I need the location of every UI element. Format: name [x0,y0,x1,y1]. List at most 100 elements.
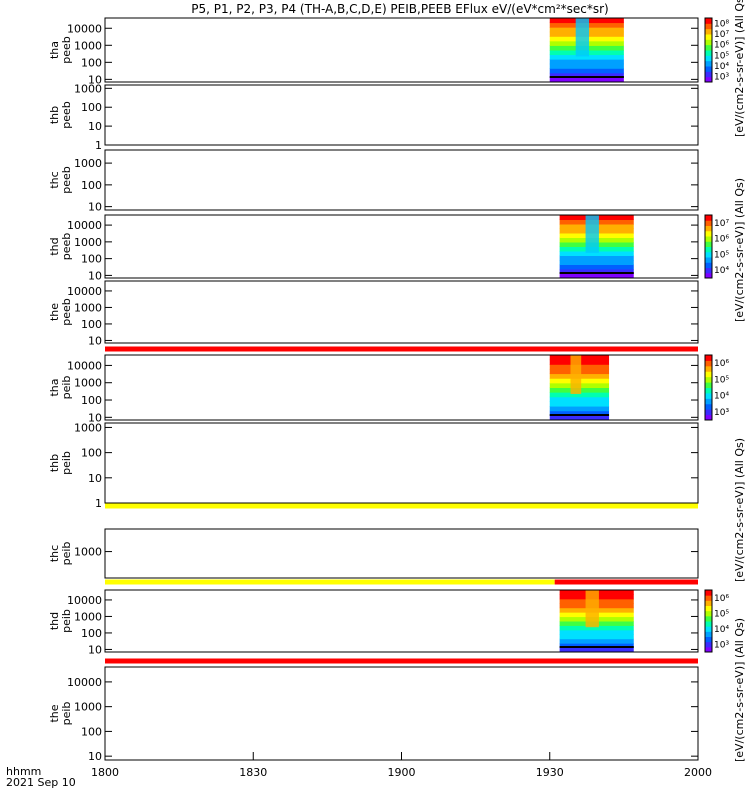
panel-ylabel: tha [48,41,61,59]
colorbar-label-peib-lower: [eV/(cm2-s-sr-eV)] (All Qs) [733,618,746,762]
y-tick-label: 10000 [67,359,102,372]
colorbar-cell [705,592,712,596]
colorbar-cell [705,220,712,224]
colorbar-cell [705,76,712,80]
colorbar-cell [705,55,712,59]
colorbar-cell [705,636,712,640]
colorbar-cell [705,368,712,372]
colorbar-cell [705,26,712,30]
colorbar-cell [705,357,712,361]
colorbar-cell [705,74,712,78]
panel-thb-peib: 1 10 100 1000 thb peib [48,421,699,510]
colorbar-cell [705,18,712,22]
panel-ylabel: peeb [60,101,73,129]
spectrogram-band [559,625,634,631]
panel-thb-peeb: 1 10 100 1000 thb peeb [48,82,699,152]
panel-frame [104,149,699,211]
colorbar-cell [705,257,712,261]
colorbar-cell [705,355,712,359]
spectrogram-band [549,392,610,398]
colorbar-cell [705,605,712,609]
y-tick-label: 100 [81,447,102,460]
colorbar-tick-label: 10⁸ [714,19,729,29]
spectrogram-band [559,260,634,265]
panel-ylabel: peib [60,702,73,726]
colorbar-cell [705,644,712,648]
colorbar-cell [705,621,712,625]
panel-thc-peeb: 10 100 1000 thc peeb [48,149,699,214]
colorbar-cell [705,602,712,606]
spectrogram-band [549,406,610,412]
panel-ylabel: thc [48,545,61,562]
colorbar-tick-label: 10⁷ [714,30,729,40]
colorbar-cell [705,225,712,229]
colorbar-cell [705,649,712,653]
spectrogram-band [559,629,634,635]
spectrogram-band [549,72,624,78]
colorbar-cell [705,615,712,619]
colorbar-cell [705,618,712,622]
y-tick-label: 100 [81,179,102,192]
colorbar-cell [705,379,712,383]
y-tick-label: 10000 [67,22,102,35]
panel-ylabel: peeb [60,298,73,326]
colorbar-cell [705,600,712,604]
panel-frame [104,666,699,761]
y-tick-label: 1000 [74,39,102,52]
spectrogram-band [549,77,624,83]
panel-ylabel: peib [60,542,73,566]
y-tick-label: 1000 [74,157,102,170]
colorbar-cell [705,254,712,258]
colorbar-cell [705,639,712,643]
spectrogram-band [549,410,610,416]
colorbar-tick-label: 10⁴ [714,266,729,276]
panel-frame [104,214,699,279]
panel-the-peib: 10 100 1000 10000 the peib [48,666,699,763]
panel-ylabel: peib [60,609,73,633]
spectrogram-feature [585,590,599,628]
colorbar-tick-label: 10⁴ [714,392,729,402]
y-tick-label: 1 [95,497,102,510]
colorbar-tick-label: 10⁵ [714,609,729,619]
spectrogram-band [559,638,634,644]
colorbar-cell [705,215,712,219]
spectrogram-band [549,401,610,407]
colorbar-cell [705,230,712,234]
colorbar-cell [705,238,712,242]
x-tick-label: 2000 [684,766,712,779]
colorbar-cell [705,259,712,263]
colorbar-cell [705,63,712,67]
y-tick-label: 10 [88,643,102,656]
y-tick-label: 10000 [67,219,102,232]
y-tick-label: 1000 [74,421,102,434]
colorbar-cell [705,376,712,380]
colorbar-cell [705,392,712,397]
colorbar-cell [705,272,712,276]
colorbars: 10³10⁴10⁵10⁶10⁷10⁸10⁴10⁵10⁶10⁷10³10⁴10⁵1… [704,17,729,653]
colorbar-tick-label: 10⁵ [714,250,729,260]
colorbar-cell [705,249,712,253]
y-tick-label: 1 [95,139,102,152]
spectrogram-band [559,647,634,653]
colorbar-cell [705,228,712,232]
y-tick-label: 100 [81,253,102,266]
colorbar-cell [705,34,712,38]
spectrogram-band [549,415,610,421]
colorbar-cell [705,628,712,632]
colorbar-frame [704,354,713,421]
y-tick-label: 100 [81,101,102,114]
colorbar-cell [705,409,712,413]
y-tick-label: 100 [81,318,102,331]
panel-frame [104,17,699,83]
colorbar-cell [705,233,712,237]
colorbar-cell [705,373,712,378]
y-tick-label: 1000 [74,377,102,390]
spectrogram-band [549,396,610,402]
spectrogram-band [549,59,624,65]
spectrogram-band [549,63,624,69]
colorbar-cell [705,264,712,268]
panel-ylabel: thb [48,454,61,472]
panel-thc-peib: 1000 thc peib [48,528,699,579]
colorbar-cell [705,222,712,226]
